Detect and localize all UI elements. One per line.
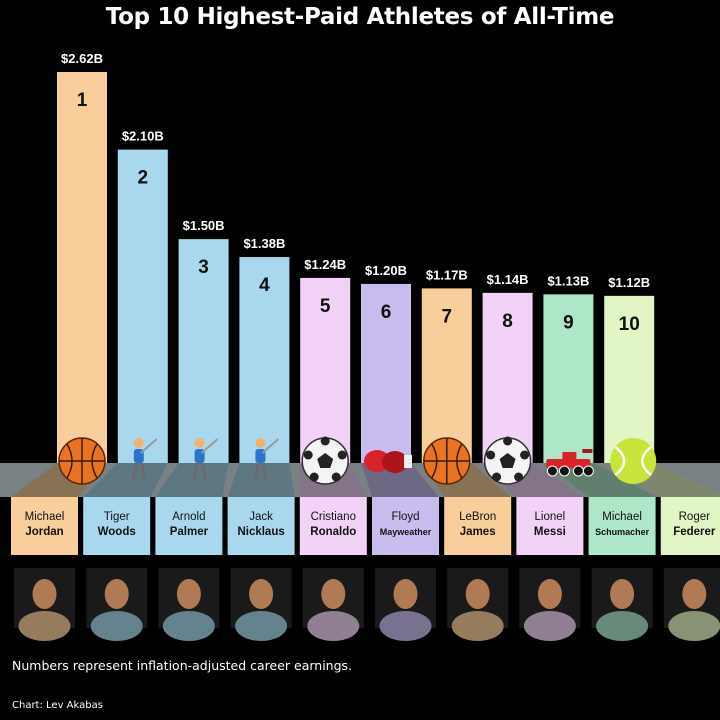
soccer-icon: [483, 436, 532, 485]
racing-icon: [546, 449, 594, 477]
rank-number: 10: [619, 314, 640, 335]
rank-number: 9: [563, 312, 574, 333]
bar: [57, 72, 107, 463]
bar: [178, 239, 229, 463]
rank-number: 8: [502, 311, 513, 332]
bar: [604, 295, 655, 463]
name-box: [516, 497, 584, 555]
bar-value-label: $2.62B: [61, 51, 103, 66]
bar-value-label: $2.10B: [122, 129, 164, 144]
name-box: [444, 497, 512, 555]
bar: [421, 288, 472, 463]
name-box: [372, 497, 439, 555]
bar-value-label: $1.38B: [243, 236, 285, 251]
name-box: [299, 497, 367, 555]
bar-value-label: $1.50B: [183, 218, 225, 233]
footnote: Numbers represent inflation-adjusted car…: [12, 658, 353, 673]
bar-value-label: $1.17B: [426, 267, 468, 282]
bar-value-label: $1.12B: [608, 275, 650, 290]
bar: [117, 149, 168, 463]
bar: [543, 294, 594, 463]
athlete-photo: [447, 568, 509, 641]
name-box: [588, 497, 656, 555]
golf-icon: [252, 438, 280, 482]
name-box: [155, 497, 223, 555]
basketball-icon: [423, 437, 471, 485]
golf-icon: [131, 438, 158, 482]
bar: [482, 292, 533, 463]
chart-title: Top 10 Highest-Paid Athletes of All-Time: [105, 4, 615, 30]
name-box: [227, 497, 295, 555]
name-box: [83, 497, 151, 555]
golf-icon: [192, 438, 219, 482]
boxing-icon: [364, 450, 412, 473]
athlete-photo: [663, 568, 720, 641]
name-box: [660, 497, 720, 555]
athlete-photo: [86, 568, 148, 641]
athlete-photo: [591, 568, 653, 641]
rank-number: 2: [138, 168, 149, 189]
athlete-photo: [302, 568, 364, 641]
bar-floor-shadow: [227, 463, 295, 497]
bar: [239, 257, 290, 463]
bar-value-label: $1.24B: [304, 257, 346, 272]
bar-value-label: $1.20B: [365, 263, 407, 278]
soccer-icon: [301, 436, 349, 485]
athlete-photo: [14, 568, 75, 641]
bar: [361, 283, 411, 463]
bar: [300, 277, 351, 463]
bar-floor-shadow: [83, 463, 168, 497]
athlete-photo: [230, 568, 292, 641]
rank-number: 3: [198, 257, 209, 278]
bar-value-label: $1.14B: [487, 272, 529, 287]
rank-number: 7: [442, 306, 453, 327]
athlete-photo: [158, 568, 220, 641]
rank-number: 1: [77, 90, 88, 111]
bar-floor-shadow: [543, 463, 656, 497]
name-box: [11, 497, 78, 555]
bar-value-label: $1.13B: [547, 273, 589, 288]
athlete-photo: [375, 568, 436, 641]
athlete-photo: [519, 568, 581, 641]
rank-number: 5: [320, 296, 331, 317]
tennis-icon: [610, 438, 657, 484]
basketball-icon: [58, 437, 106, 485]
rank-number: 6: [381, 302, 392, 323]
chart-credit: Chart: Lev Akabas: [12, 700, 103, 711]
bar-floor-shadow: [155, 463, 229, 497]
rank-number: 4: [259, 275, 270, 296]
